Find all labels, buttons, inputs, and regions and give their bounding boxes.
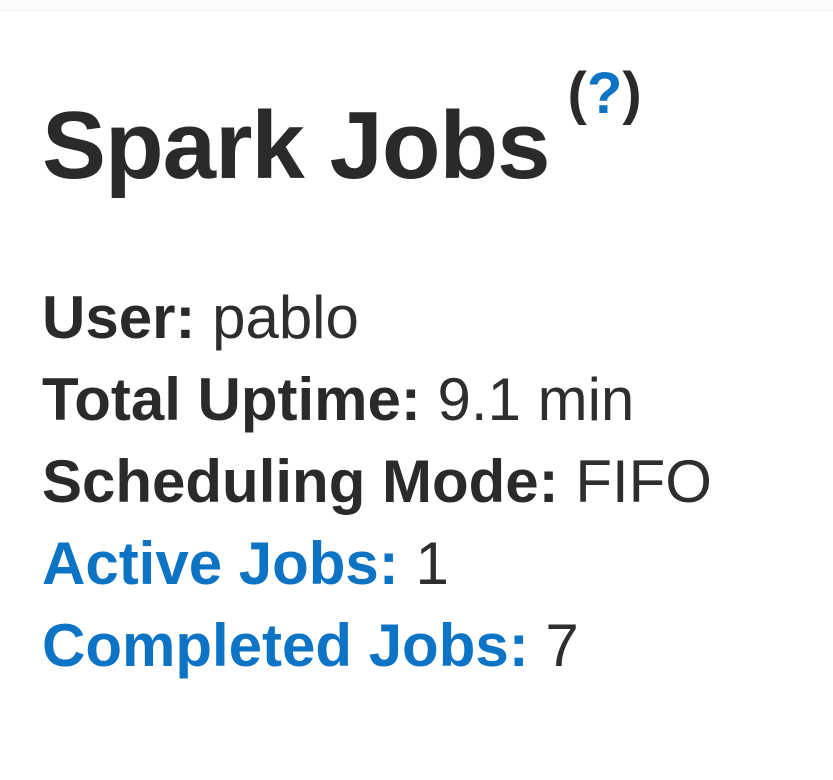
user-label: User: — [42, 284, 196, 351]
completed-jobs-label: Completed Jobs: — [42, 612, 529, 679]
active-jobs-value: 1 — [415, 530, 449, 597]
total-uptime-label: Total Uptime: — [42, 366, 421, 433]
completed-jobs-link[interactable]: Completed Jobs: — [42, 612, 529, 679]
active-jobs-link[interactable]: Active Jobs: — [42, 530, 399, 597]
user-value: pablo — [212, 284, 359, 351]
summary-item-scheduling-mode: Scheduling Mode: FIFO — [42, 441, 813, 523]
help-open-paren: ( — [567, 61, 587, 127]
help-question-link[interactable]: ? — [586, 61, 623, 127]
completed-jobs-value: 7 — [545, 612, 579, 679]
top-divider — [0, 0, 833, 11]
scheduling-mode-label: Scheduling Mode: — [42, 448, 559, 515]
summary-item-user: User: pablo — [42, 277, 813, 359]
page-title: Spark Jobs (?) — [42, 65, 813, 194]
summary-list: User: pablo Total Uptime: 9.1 min Schedu… — [42, 277, 813, 687]
page-content: Spark Jobs (?) User: pablo Total Uptime: … — [0, 65, 833, 687]
scheduling-mode-value: FIFO — [575, 448, 712, 515]
summary-item-active-jobs: Active Jobs: 1 — [42, 523, 813, 605]
total-uptime-value: 9.1 min — [437, 366, 635, 433]
summary-item-completed-jobs: Completed Jobs: 7 — [42, 605, 813, 687]
active-jobs-label: Active Jobs: — [42, 530, 399, 597]
help-superscript: (?) — [568, 61, 642, 126]
summary-item-total-uptime: Total Uptime: 9.1 min — [42, 359, 813, 441]
page-title-text: Spark Jobs — [42, 92, 551, 199]
help-close-paren: ) — [622, 61, 642, 127]
